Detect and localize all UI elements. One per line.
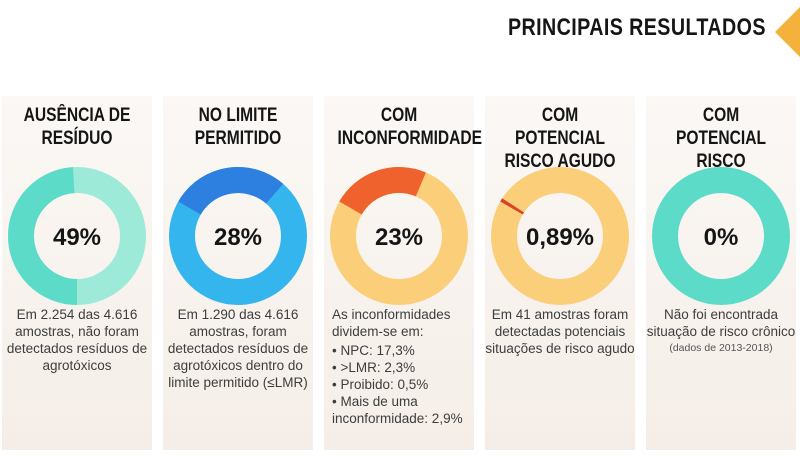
result-card-inconformidade: COM INCONFORMIDADE 23% As inconformidade…: [324, 96, 483, 450]
donut-chart: 0,89%: [491, 167, 629, 305]
breakdown-item: • Proibido: 0,5%: [332, 377, 429, 392]
result-card-limite: NO LIMITE PERMITIDO 28% Em 1.290 das 4.6…: [163, 96, 313, 450]
result-card-risco-cronico: COM POTENCIAL RISCO CRÔNICO 0% Não foi e…: [646, 96, 796, 450]
card-title: COM POTENCIAL RISCO AGUDO: [504, 105, 616, 172]
page-title: PRINCIPAIS RESULTADOS: [508, 14, 766, 41]
donut-value-label: 49%: [53, 224, 101, 251]
breakdown-intro: As inconformidades dividem-se em:: [332, 307, 451, 339]
card-description: Em 2.254 das 4.616 amostras, não foram d…: [6, 307, 148, 373]
donut-chart: 23%: [330, 167, 468, 305]
data-period-note: (dados de 2013-2018): [669, 342, 773, 354]
result-card-ausencia: AUSÊNCIA DE RESÍDUO 49% Em 2.254 das 4.6…: [2, 96, 152, 450]
donut-value-label: 0%: [704, 224, 739, 251]
card-description: Em 41 amostras foram detectadas potencia…: [485, 307, 635, 356]
donut-value-segment: [169, 167, 307, 305]
description-text: Não foi encontrada situação de risco crô…: [646, 307, 796, 339]
card-description: Não foi encontrada situação de risco crô…: [646, 306, 796, 357]
card-title: AUSÊNCIA DE RESÍDUO: [23, 105, 131, 149]
donut-value-label: 23%: [375, 224, 423, 251]
breakdown-list: • NPC: 17,3% • >LMR: 2,3% • Proibido: 0,…: [324, 342, 474, 427]
donut-value-label: 0,89%: [526, 224, 594, 251]
donut-remainder-segment: [491, 167, 629, 305]
breakdown-item: • >LMR: 2,3%: [332, 360, 416, 375]
card-description: Em 1.290 das 4.616 amostras, foram detec…: [167, 307, 309, 390]
corner-arrow-decoration: [775, 6, 800, 58]
donut-remainder-segment: [652, 167, 790, 305]
breakdown-item: • Mais de uma inconformidade: 2,9%: [332, 394, 463, 426]
donut-chart: 49%: [8, 167, 146, 305]
result-card-risco-agudo: COM POTENCIAL RISCO AGUDO 0,89% Em 41 am…: [485, 96, 635, 450]
donut-value-label: 28%: [214, 224, 262, 251]
card-title: COM INCONFORMIDADE: [337, 105, 483, 149]
card-title: NO LIMITE PERMITIDO: [194, 105, 282, 149]
card-description: As inconformidades dividem-se em: • NPC:…: [324, 306, 474, 427]
donut-chart: 28%: [169, 167, 307, 305]
breakdown-item: • NPC: 17,3%: [332, 343, 415, 358]
donut-chart: 0%: [652, 167, 790, 305]
donut-value-segment: [8, 167, 146, 305]
